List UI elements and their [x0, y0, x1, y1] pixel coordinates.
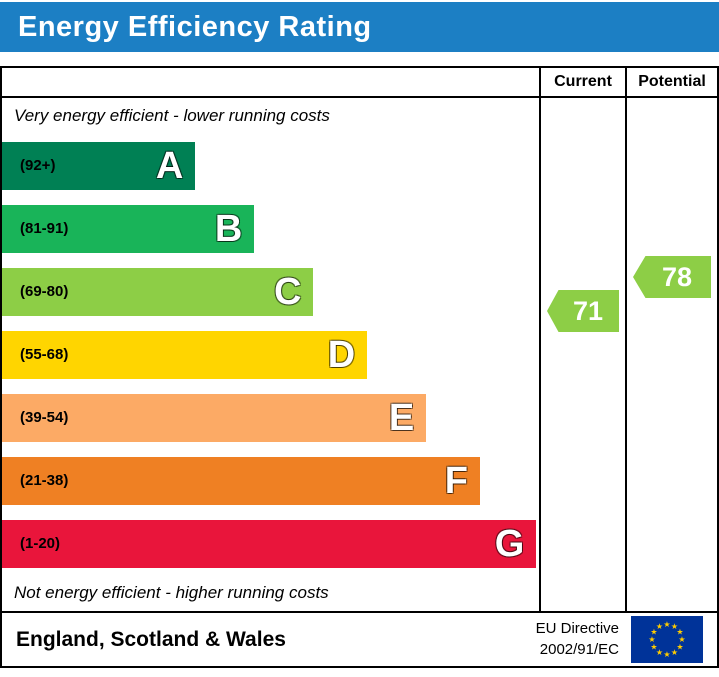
current-header: Current [541, 68, 625, 98]
band-range-g: (1-20) [20, 535, 61, 552]
footer-right: EU Directive 2002/91/EC ★ ★ ★ ★ ★ ★ ★ ★ … [536, 616, 703, 663]
footer: England, Scotland & Wales EU Directive 2… [2, 611, 717, 666]
band-letter-c: C [274, 270, 302, 313]
band-row-c: (69-80) C [2, 260, 539, 323]
band-range-f: (21-38) [20, 472, 69, 489]
epc-chart: Very energy efficient - lower running co… [2, 68, 717, 611]
svg-text:★: ★ [648, 635, 655, 644]
band-range-c: (69-80) [20, 283, 69, 300]
band-row-f: (21-38) F [2, 449, 539, 512]
scale-header-spacer [2, 68, 539, 98]
band-letter-a: A [155, 144, 184, 187]
band-letter-b: B [214, 207, 243, 250]
band-bar-g: (1-20) G [2, 519, 537, 568]
svg-text:★: ★ [663, 650, 670, 659]
eu-directive-line1: EU Directive [535, 620, 619, 638]
rating-scale-column: Very energy efficient - lower running co… [2, 68, 539, 611]
eu-directive-line2: 2002/91/EC [539, 640, 619, 658]
eu-directive-label: EU Directive 2002/91/EC [536, 619, 619, 660]
potential-header: Potential [627, 68, 717, 98]
title-bar: Energy Efficiency Rating [0, 2, 719, 52]
band-row-g: (1-20) G [2, 512, 539, 575]
page-title: Energy Efficiency Rating [18, 10, 372, 43]
band-letter-g: G [494, 522, 525, 565]
svg-text:★: ★ [656, 648, 663, 657]
region-label: England, Scotland & Wales [16, 627, 286, 651]
potential-rating-marker: 78 [633, 256, 711, 298]
band-bar-f: (21-38) F [2, 456, 480, 505]
svg-text:★: ★ [656, 622, 663, 631]
band-row-e: (39-54) E [2, 386, 539, 449]
svg-text:★: ★ [650, 628, 657, 637]
band-row-d: (55-68) D [2, 323, 539, 386]
band-row-b: (81-91) B [2, 197, 539, 260]
band-bar-c: (69-80) C [2, 267, 314, 316]
band-bar-e: (39-54) E [2, 393, 427, 442]
band-letter-d: D [327, 333, 356, 376]
eu-flag-icon: ★ ★ ★ ★ ★ ★ ★ ★ ★ ★ ★ ★ [631, 616, 703, 663]
svg-text:★: ★ [678, 635, 685, 644]
svg-text:★: ★ [676, 628, 683, 637]
band-row-a: (92+) A [2, 134, 539, 197]
band-range-b: (81-91) [20, 220, 69, 237]
current-column: Current 71 [539, 68, 625, 611]
svg-text:★: ★ [650, 643, 657, 652]
svg-text:★: ★ [676, 643, 683, 652]
svg-text:★: ★ [663, 620, 670, 629]
band-range-a: (92+) [20, 157, 56, 174]
band-bar-b: (81-91) B [2, 204, 255, 253]
epc-chart-frame: Very energy efficient - lower running co… [0, 66, 719, 668]
band-range-d: (55-68) [20, 346, 69, 363]
top-note: Very energy efficient - lower running co… [14, 106, 330, 125]
potential-column: Potential 78 [625, 68, 717, 611]
band-bar-a: (92+) A [2, 141, 196, 190]
band-letter-e: E [388, 396, 415, 439]
band-bar-d: (55-68) D [2, 330, 368, 379]
band-letter-f: F [444, 459, 468, 502]
rating-bands: (92+) A (81-91) B (69-80) C [2, 134, 539, 575]
bottom-note: Not energy efficient - higher running co… [14, 583, 329, 602]
svg-text:★: ★ [671, 648, 678, 657]
band-range-e: (39-54) [20, 409, 69, 426]
current-rating-marker: 71 [547, 290, 619, 332]
svg-text:★: ★ [671, 622, 678, 631]
